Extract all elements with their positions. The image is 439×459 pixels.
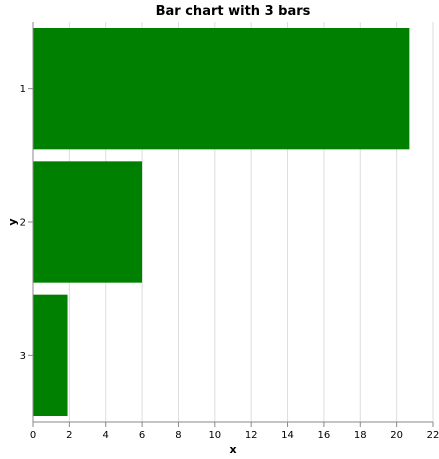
y-tick-label: 2: [20, 218, 26, 229]
y-axis: 1 2 3: [20, 22, 34, 422]
x-tick-label: 2: [66, 430, 72, 441]
bar-3: [33, 294, 68, 416]
x-tick-label: 20: [390, 430, 403, 441]
y-tick-label: 3: [20, 351, 26, 362]
chart-title: Bar chart with 3 bars: [156, 4, 311, 19]
x-tick-label: 8: [175, 430, 181, 441]
x-axis-title: x: [229, 443, 236, 456]
x-tick-label: 22: [427, 430, 439, 441]
x-tick-label: 10: [208, 430, 221, 441]
bars: [33, 28, 410, 416]
x-tick-label: 0: [30, 430, 36, 441]
bar-2: [33, 161, 143, 283]
x-tick-label: 18: [354, 430, 367, 441]
x-tick-label: 4: [103, 430, 109, 441]
x-tick-label: 14: [281, 430, 294, 441]
x-axis: 0 2 4 6 8 10 12 14 16 18 20 22: [30, 421, 439, 441]
y-tick-label: 1: [20, 84, 26, 95]
x-tick-label: 16: [318, 430, 331, 441]
bar-1: [33, 28, 410, 150]
x-tick-label: 12: [245, 430, 258, 441]
x-tick-label: 6: [139, 430, 145, 441]
y-axis-title: y: [6, 218, 19, 225]
